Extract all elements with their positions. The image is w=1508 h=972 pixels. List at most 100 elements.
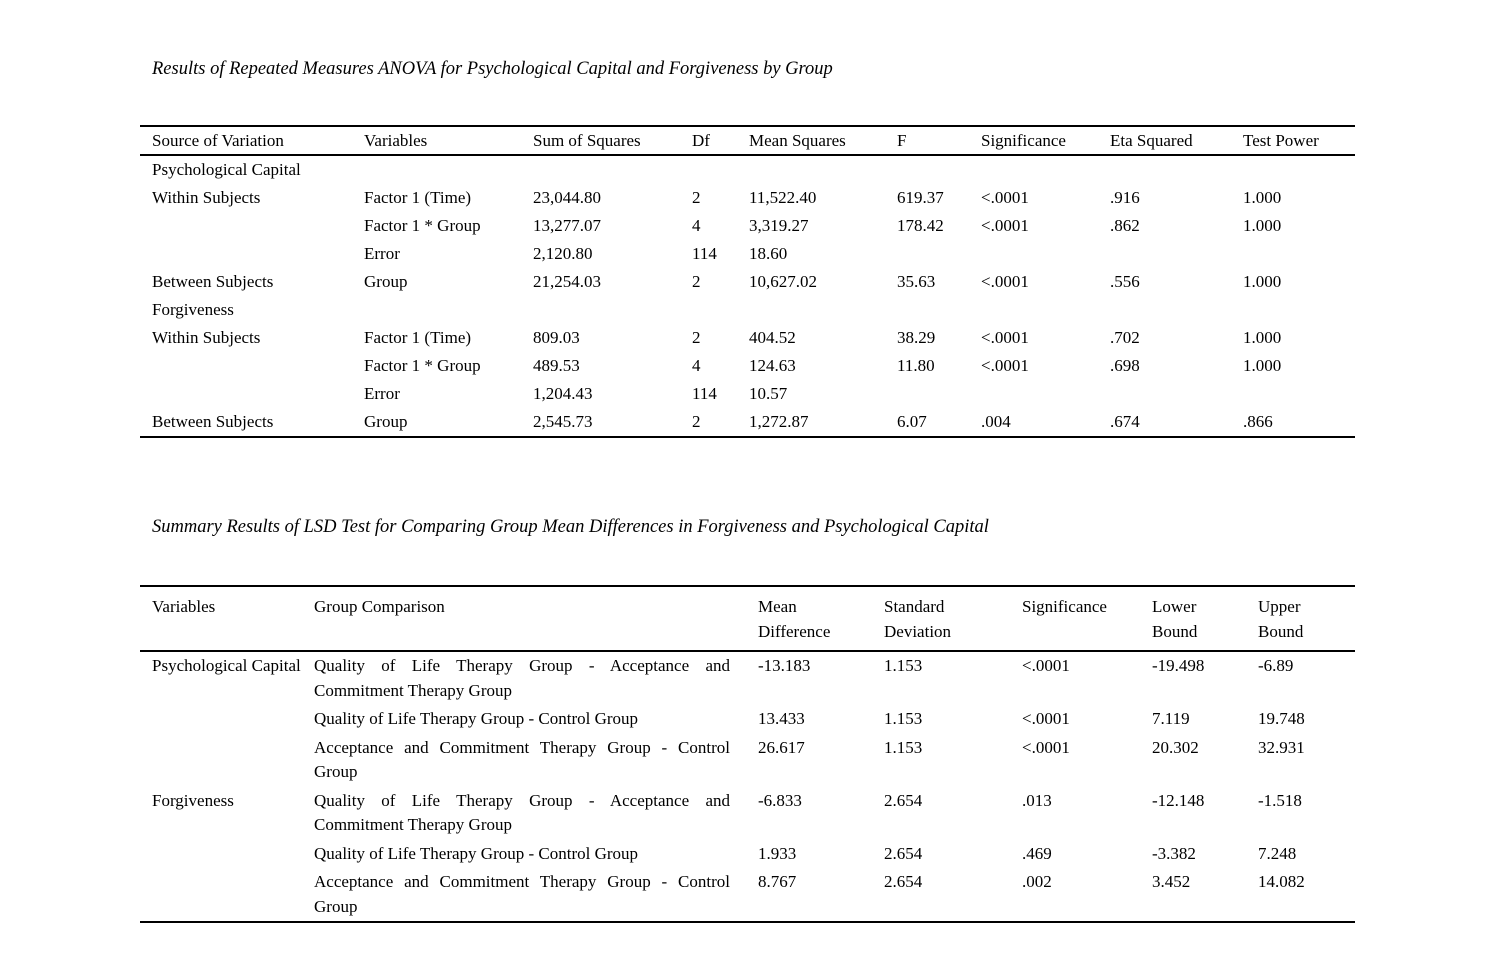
cell-mean-squares: 124.63 xyxy=(749,356,796,375)
table-row: Error 2,120.80 114 18.60 xyxy=(140,240,1355,268)
cell-eta-squared: .862 xyxy=(1110,216,1140,235)
anova-table: Source of Variation Variables Sum of Squ… xyxy=(140,125,1355,438)
cell-eta-squared: .698 xyxy=(1110,356,1140,375)
cell-lower-bound: 20.302 xyxy=(1152,737,1199,757)
lsd-table-header: Variables Group Comparison Mean Differen… xyxy=(140,586,1355,652)
lsd-table-body: Psychological Capital Quality of Life The… xyxy=(140,651,1355,922)
lsd-table-title: Summary Results of LSD Test for Comparin… xyxy=(152,517,989,537)
cell-variable: Factor 1 (Time) xyxy=(364,188,472,207)
cell-significance xyxy=(969,296,1098,324)
column-header-variables: Variables xyxy=(140,586,302,652)
cell-variable xyxy=(140,734,302,787)
cell-standard-deviation: 2.654 xyxy=(884,790,923,810)
cell-source: Psychological Capital xyxy=(152,160,301,179)
column-header-df: Df xyxy=(680,126,737,156)
anova-table-title: Results of Repeated Measures ANOVA for P… xyxy=(152,59,833,79)
cell-standard-deviation: 2.654 xyxy=(884,843,923,863)
cell-lower-bound: -3.382 xyxy=(1152,843,1196,863)
cell-mean-difference: 13.433 xyxy=(758,709,805,728)
column-header-sum-of-squares: Sum of Squares xyxy=(521,126,680,156)
cell-sum-squares: 21,254.03 xyxy=(533,272,601,291)
column-header-variables: Variables xyxy=(352,126,521,156)
cell-source xyxy=(140,380,352,408)
cell-significance: <.0001 xyxy=(1022,709,1070,728)
cell-df: 4 xyxy=(692,216,701,235)
header-row: Source of Variation Variables Sum of Squ… xyxy=(140,126,1355,156)
column-header-significance: Significance xyxy=(969,126,1098,156)
table-row: Within Subjects Factor 1 (Time) 23,044.80 2… xyxy=(140,184,1355,212)
cell-group-comparison: Acceptance and Commitment Therapy Group … xyxy=(314,872,730,916)
cell-mean-squares xyxy=(737,155,885,184)
cell-significance: <.0001 xyxy=(1022,737,1070,757)
cell-source xyxy=(140,240,352,268)
table-row: Quality of Life Therapy Group - Control … xyxy=(140,840,1355,869)
cell-mean-difference: -6.833 xyxy=(758,790,802,810)
cell-df: 2 xyxy=(692,412,701,431)
cell-mean-difference: -13.183 xyxy=(758,656,811,675)
column-header-standard-deviation: Standard Deviation xyxy=(872,586,1010,652)
table-row: Factor 1 * Group 13,277.07 4 3,319.27 178.42… xyxy=(140,212,1355,240)
cell-mean-squares: 18.60 xyxy=(749,244,788,263)
table-row: Acceptance and Commitment Therapy Group … xyxy=(140,868,1355,922)
cell-mean-squares xyxy=(737,296,885,324)
cell-f xyxy=(885,380,969,408)
cell-mean-difference: 8.767 xyxy=(758,872,797,891)
cell-f: 178.42 xyxy=(897,216,944,235)
cell-test-power: 1.000 xyxy=(1243,272,1282,291)
lsd-table: Variables Group Comparison Mean Differen… xyxy=(140,585,1355,923)
cell-source xyxy=(140,212,352,240)
cell-sum-squares xyxy=(521,155,680,184)
cell-group-comparison: Quality of Life Therapy Group - Control … xyxy=(314,709,639,728)
cell-source: Within Subjects xyxy=(152,328,261,347)
column-header-mean-squares: Mean Squares xyxy=(737,126,885,156)
table-row: Between Subjects Group 21,254.03 2 10,627.02… xyxy=(140,268,1355,296)
header-row: Variables Group Comparison Mean Differen… xyxy=(140,586,1355,652)
cell-significance xyxy=(969,380,1098,408)
table-row: Forgiveness Quality of Life Therapy Group… xyxy=(140,787,1355,840)
cell-f: 35.63 xyxy=(897,272,936,291)
cell-test-power: .866 xyxy=(1243,412,1273,431)
cell-variable: Forgiveness xyxy=(152,790,234,810)
cell-group-comparison: Acceptance and Commitment Therapy Group … xyxy=(314,737,730,782)
cell-mean-squares: 3,319.27 xyxy=(749,216,809,235)
cell-sum-squares: 2,545.73 xyxy=(533,412,593,431)
cell-standard-deviation: 1.153 xyxy=(884,709,923,728)
cell-standard-deviation: 1.153 xyxy=(884,737,923,757)
cell-df: 114 xyxy=(692,244,717,263)
cell-variable: Factor 1 (Time) xyxy=(364,328,472,347)
cell-f xyxy=(885,240,969,268)
table-row: Factor 1 * Group 489.53 4 124.63 11.80 <.0001… xyxy=(140,352,1355,380)
cell-f: 619.37 xyxy=(897,188,944,207)
cell-group-comparison: Quality of Life Therapy Group - Acceptan… xyxy=(314,790,730,835)
cell-significance: .002 xyxy=(1022,872,1052,891)
cell-eta-squared: .702 xyxy=(1110,328,1140,347)
cell-variable: Error xyxy=(364,244,400,263)
cell-eta-squared: .556 xyxy=(1110,272,1140,291)
cell-mean-squares: 1,272.87 xyxy=(749,412,809,431)
cell-mean-difference: 1.933 xyxy=(758,843,797,863)
cell-variable xyxy=(352,155,521,184)
cell-variable xyxy=(140,868,302,922)
cell-lower-bound: 7.119 xyxy=(1152,709,1190,728)
cell-standard-deviation: 1.153 xyxy=(884,656,923,675)
cell-test-power xyxy=(1231,240,1355,268)
table-row: Acceptance and Commitment Therapy Group … xyxy=(140,734,1355,787)
cell-variable: Group xyxy=(364,412,408,431)
cell-upper-bound: -1.518 xyxy=(1258,790,1302,810)
column-header-group-comparison: Group Comparison xyxy=(302,586,746,652)
cell-lower-bound: -19.498 xyxy=(1152,656,1205,675)
anova-table-header: Source of Variation Variables Sum of Squ… xyxy=(140,126,1355,156)
cell-test-power: 1.000 xyxy=(1243,356,1282,375)
cell-variable: Psychological Capital xyxy=(152,656,301,675)
cell-f: 11.80 xyxy=(897,356,935,375)
cell-source: Within Subjects xyxy=(152,188,261,207)
column-header-source-of-variation: Source of Variation xyxy=(140,126,352,156)
cell-sum-squares: 13,277.07 xyxy=(533,216,601,235)
cell-source: Between Subjects xyxy=(152,412,274,431)
cell-mean-squares: 10.57 xyxy=(749,384,788,403)
cell-group-comparison: Quality of Life Therapy Group - Acceptan… xyxy=(314,656,730,700)
cell-eta-squared xyxy=(1098,296,1231,324)
cell-mean-squares: 404.52 xyxy=(749,328,796,347)
cell-group-comparison: Quality of Life Therapy Group - Control … xyxy=(314,843,639,863)
table-row: Between Subjects Group 2,545.73 2 1,272.87 6.… xyxy=(140,408,1355,437)
